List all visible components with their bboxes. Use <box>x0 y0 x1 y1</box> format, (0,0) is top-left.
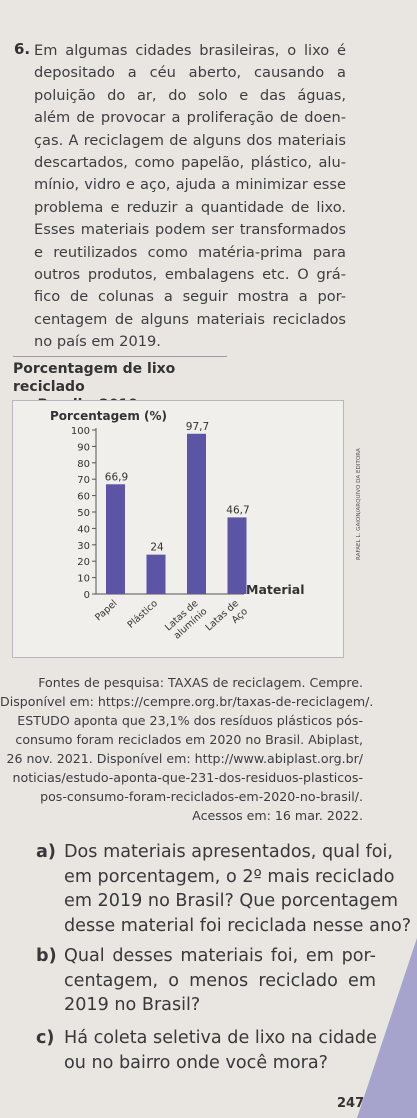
source-line: ESTUDO aponta que 23,1% dos resíduos plá… <box>17 713 363 728</box>
sources-block: Fontes de pesquisa: TAXAS de reciclagem.… <box>0 673 374 825</box>
source-line: noticias/estudo-aponta-que-231-dos-resid… <box>12 770 363 785</box>
question-a: a) Dos materiais apresentados, qual foi,… <box>36 840 412 938</box>
y-tick-label: 100 <box>71 426 90 437</box>
y-tick-label: 20 <box>77 557 90 568</box>
chart-frame <box>12 400 344 658</box>
y-tick-label: 10 <box>77 574 90 585</box>
bar <box>227 517 247 594</box>
question-line: centagem, o menos reciclado em <box>64 970 376 991</box>
question-c: c) Há coleta seletiva de lixo na cidade … <box>36 1026 377 1075</box>
intro-line: Esses materiais podem ser transformados <box>34 221 346 239</box>
question-b: b) Qual desses materiais foi, em por- ce… <box>36 944 376 1018</box>
question-line: desse material foi reciclada nesse ano? <box>64 915 412 936</box>
page-number: 247 <box>337 1096 365 1111</box>
bar-value-label: 97,7 <box>186 421 209 433</box>
bar-chart: Porcentagem (%) 0 10 20 30 40 50 60 70 80 90 100 66,… <box>50 409 305 642</box>
y-tick-label: 30 <box>77 541 90 552</box>
question-line: em porcentagem, o 2º mais reciclado <box>64 866 395 887</box>
source-line: Acessos em: 16 mar. 2022. <box>192 808 363 823</box>
question-b-label: b) <box>36 946 57 966</box>
intro-line: e reutilizados como matéria-prima para <box>34 243 346 261</box>
question-a-label: a) <box>36 842 56 862</box>
intro-line: mínio, vidro e aço, ajuda a minimizar es… <box>34 176 346 194</box>
bar-value-label: 46,7 <box>226 504 249 516</box>
y-tick-label: 50 <box>77 508 90 519</box>
source-line: Fontes de pesquisa: TAXAS de reciclagem.… <box>38 675 363 690</box>
intro-line: problema e reduzir a quantidade de lixo. <box>34 198 346 216</box>
y-tick-label: 40 <box>77 524 90 535</box>
question-line: Há coleta seletiva de lixo na cidade <box>64 1028 377 1048</box>
intro-line: fico de colunas a seguir mostra a por- <box>34 288 346 306</box>
question-intro: Em algumas cidades brasileiras, o lixo é… <box>34 40 346 354</box>
question-number: 6. <box>14 40 31 58</box>
intro-line: ças. A reciclagem de alguns dos materiai… <box>34 131 346 149</box>
intro-line: Em algumas cidades brasileiras, o lixo é <box>34 42 346 59</box>
intro-line: no país em 2019. <box>34 333 161 351</box>
question-line: em 2019 no Brasil? Que porcentagem <box>64 891 399 912</box>
source-line: Disponível em: https://cempre.org.br/tax… <box>0 694 374 709</box>
y-tick-label: 60 <box>77 492 90 503</box>
source-line: pos-consumo-foram-reciclados-em-2020-no-… <box>40 789 363 804</box>
intro-line: descartados, como papelão, plástico, alu… <box>34 154 346 172</box>
intro-line: centagem de alguns materiais reciclados <box>34 310 346 328</box>
image-credit-text: RAFAEL L. GAION/ARQUIVO DA EDITORA <box>356 448 362 560</box>
bar-value-label: 24 <box>150 542 164 554</box>
question-c-label: c) <box>36 1028 55 1048</box>
bar <box>106 484 125 594</box>
source-line: consumo foram reciclados em 2020 no Bras… <box>15 732 363 747</box>
y-tick-label: 0 <box>84 590 90 601</box>
question-line: 2019 no Brasil? <box>64 995 201 1016</box>
y-tick-label: 90 <box>77 442 90 453</box>
bar <box>187 433 206 594</box>
chart-title-line: Porcentagem de lixo reciclado <box>13 361 176 395</box>
source-line: 26 nov. 2021. Disponível em: http://www.… <box>6 751 363 766</box>
page-corner-decoration <box>357 938 417 1118</box>
y-axis-title: Porcentagem (%) <box>50 409 167 423</box>
y-tick-label: 70 <box>77 475 90 486</box>
y-tick-label: 80 <box>77 459 90 470</box>
question-line: ou no bairro onde você mora? <box>64 1052 329 1073</box>
intro-line: outros produtos, embalagens etc. O grá- <box>34 266 346 284</box>
x-category-label: Papel <box>93 598 119 623</box>
x-axis-title: Material <box>246 582 305 597</box>
intro-line: além de provocar a proliferação de doen- <box>34 109 346 127</box>
intro-line: depositado a céu aberto, causando a <box>34 64 346 82</box>
bar <box>146 554 166 594</box>
image-credit: RAFAEL L. GAION/ARQUIVO DA EDITORA <box>356 448 362 560</box>
question-line: Qual desses materiais foi, em por- <box>64 946 376 966</box>
question-line: Dos materiais apresentados, qual foi, <box>64 842 394 862</box>
bar-value-label: 66,9 <box>105 471 128 483</box>
x-category-label: Plástico <box>125 598 160 631</box>
intro-line: poluição do ar, do solo e das águas, <box>34 86 346 104</box>
